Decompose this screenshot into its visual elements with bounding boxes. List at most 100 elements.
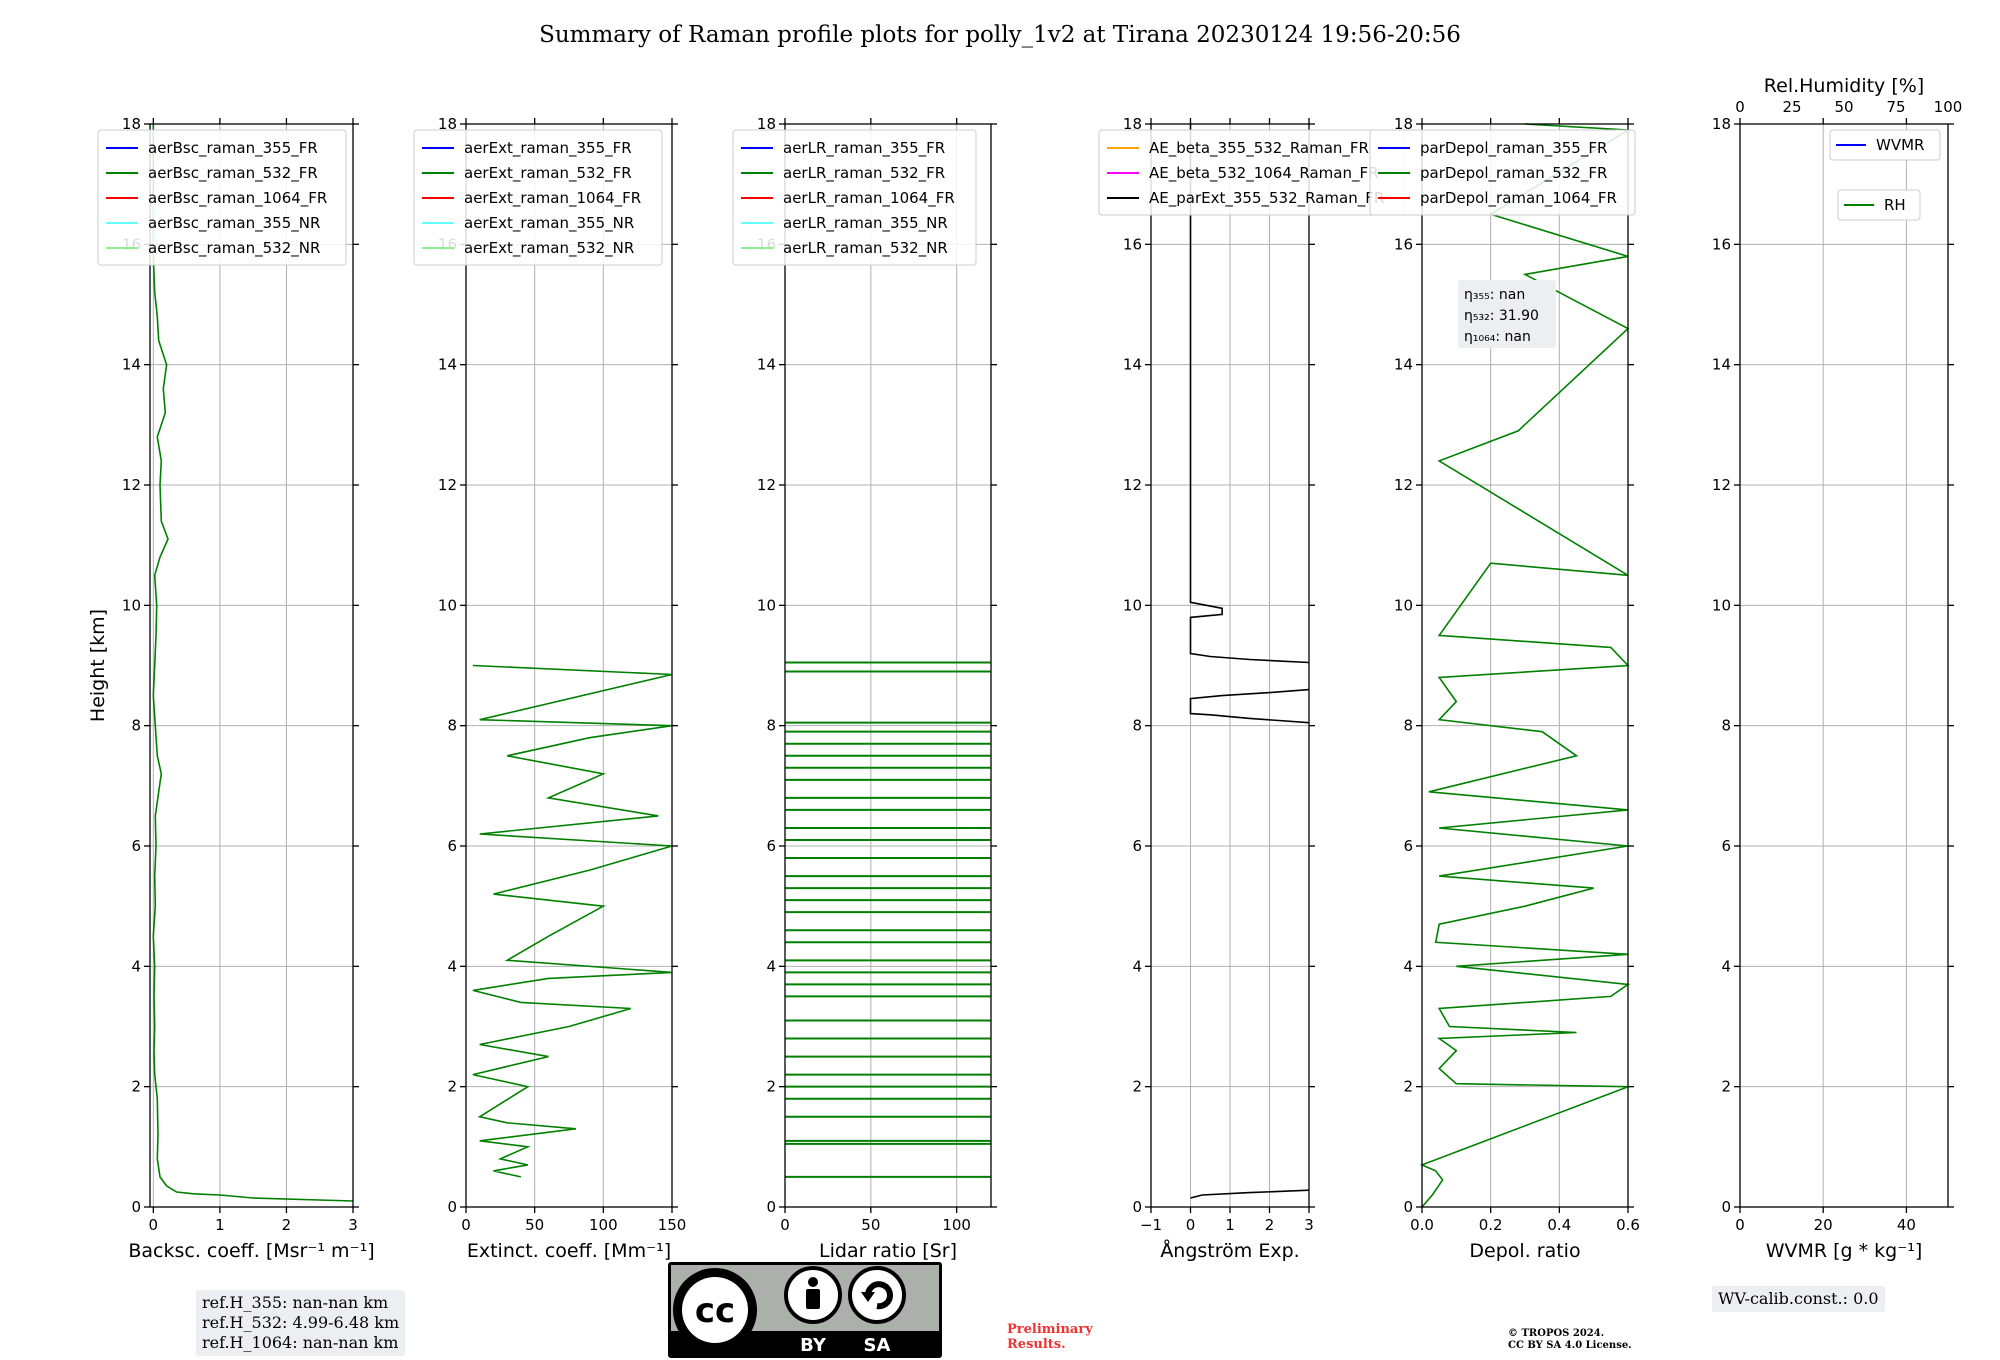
legend-box [1837, 189, 1921, 221]
y-tick-label: 12 [757, 476, 776, 494]
y-tick-label: 10 [1712, 596, 1731, 614]
x-tick-label: 1 [215, 1216, 225, 1234]
copyright-line-1: © TROPOS 2024. [1508, 1328, 1605, 1339]
x-tick-label: 1 [1225, 1216, 1235, 1234]
panel-1: 0246810121416180123Backsc. coeff. [Msr⁻¹… [87, 115, 375, 1262]
y-tick-label: 4 [1721, 957, 1731, 975]
annotation-box [1458, 280, 1556, 348]
legend-label: WVMR [1876, 136, 1924, 154]
annotation-line: η₅₃₂: 31.90 [1464, 308, 1539, 324]
sa-icon-arc [865, 1281, 893, 1310]
sa-label: SA [864, 1335, 891, 1356]
depol-eta-annotation: η₃₅₅: nan η₅₃₂: 31.90 η₁₀₆₄: nan [1458, 280, 1556, 348]
cc-by-sa-badge: cc BY SA [668, 1262, 942, 1358]
axes-frame [784, 123, 992, 1208]
by-icon-body [806, 1289, 820, 1309]
y-tick-label: 4 [447, 957, 457, 975]
refh-532: ref.H_532: 4.99-6.48 km [202, 1313, 400, 1332]
y-tick-label: 12 [1712, 476, 1731, 494]
y-tick-label: 8 [131, 717, 141, 735]
x-tick-label: 3 [1304, 1216, 1314, 1234]
x-tick-label: 2 [282, 1216, 292, 1234]
legend-label: aerLR_raman_532_FR [783, 164, 945, 183]
x-tick-label: 0 [1735, 1216, 1745, 1234]
legend-label: aerExt_raman_532_NR [464, 239, 634, 258]
series-line-aerBsc_raman_532_FR [152, 124, 354, 1202]
y-tick-label: 18 [1123, 115, 1142, 133]
x-tick-label: 0.4 [1547, 1216, 1571, 1234]
x-axis-label: Backsc. coeff. [Msr⁻¹ m⁻¹] [128, 1240, 374, 1262]
y-tick-label: 12 [122, 476, 141, 494]
y-tick-label: 4 [131, 957, 141, 975]
y-tick-label: 4 [1132, 957, 1142, 975]
preliminary-note: Preliminary Results. [1007, 1322, 1093, 1352]
y-tick-label: 6 [766, 837, 776, 855]
legend-label: aerLR_raman_355_FR [783, 139, 945, 158]
by-icon-head [808, 1277, 818, 1287]
y-tick-label: 2 [131, 1078, 141, 1096]
y-tick-label: 6 [1721, 837, 1731, 855]
x-tick-label: 0 [461, 1216, 471, 1234]
y-tick-label: 0 [447, 1198, 457, 1216]
y-tick-label: 0 [1132, 1198, 1142, 1216]
y-tick-label: 8 [1132, 717, 1142, 735]
legend-label: AE_beta_532_1064_Raman_FR [1149, 164, 1379, 183]
y-tick-label: 18 [438, 115, 457, 133]
x-tick-label: 20 [1814, 1216, 1833, 1234]
by-label: BY [800, 1335, 827, 1356]
x-axis-label: Extinct. coeff. [Mm⁻¹] [467, 1240, 671, 1262]
refh-1064: ref.H_1064: nan-nan km [202, 1333, 399, 1352]
y-tick-label: 16 [1394, 235, 1413, 253]
series-line-AE_parExt_355_532_Raman_FR [1189, 124, 1310, 1199]
y-tick-label: 2 [766, 1078, 776, 1096]
legend-box [413, 129, 663, 266]
y-tick-label: 2 [1403, 1078, 1413, 1096]
legend-box [97, 129, 347, 266]
panel-3: 024681012141618050100Lidar ratio [Sr]aer… [732, 115, 997, 1262]
y-tick-label: 14 [1712, 356, 1731, 374]
y-tick-label: 10 [122, 596, 141, 614]
legend-label: parDepol_raman_355_FR [1420, 139, 1607, 158]
wv-calib-box: WV-calib.const.: 0.0 [1712, 1286, 1885, 1312]
legend-label: aerBsc_raman_532_NR [148, 239, 320, 258]
y-tick-label: 14 [122, 356, 141, 374]
panel-2: 024681012141618050100150Extinct. coeff. … [413, 115, 687, 1262]
cc-logo-text: cc [695, 1291, 735, 1331]
legend-label: aerLR_raman_1064_FR [783, 189, 955, 208]
x-tick-label: −1 [1140, 1216, 1162, 1234]
legend-label: aerLR_raman_532_NR [783, 239, 948, 258]
y-tick-label: 18 [1712, 115, 1731, 133]
legend-label: aerBsc_raman_1064_FR [148, 189, 327, 208]
axes-frame [1421, 123, 1629, 1208]
y-tick-label: 12 [438, 476, 457, 494]
legend-label: parDepol_raman_1064_FR [1420, 189, 1617, 208]
series-line-aerExt_raman_532_FR [472, 664, 673, 1178]
y-tick-label: 2 [447, 1078, 457, 1096]
axes-frame [149, 123, 354, 1208]
reference-height-box: ref.H_355: nan-nan km ref.H_532: 4.99-6.… [196, 1290, 406, 1356]
x-tick-label: 150 [658, 1216, 687, 1234]
preliminary-line-1: Preliminary [1007, 1322, 1093, 1337]
chart-title: Summary of Raman profile plots for polly… [539, 22, 1461, 48]
legend: parDepol_raman_355_FR parDepol_raman_532_… [1369, 129, 1636, 216]
y-tick-label: 16 [1123, 235, 1142, 253]
legend-label: RH [1884, 196, 1906, 214]
x-tick-label: 0.0 [1410, 1216, 1434, 1234]
axes-frame [1739, 123, 1949, 1208]
x-tick-label: 0.6 [1616, 1216, 1640, 1234]
top-x-tick-label: 0 [1735, 98, 1745, 116]
y-tick-label: 2 [1132, 1078, 1142, 1096]
legend-label: AE_beta_355_532_Raman_FR [1149, 139, 1369, 158]
y-tick-label: 10 [757, 596, 776, 614]
y-tick-label: 18 [122, 115, 141, 133]
legend: WVMR RH [1829, 129, 1941, 221]
y-tick-label: 12 [1394, 476, 1413, 494]
legend: AE_beta_355_532_Raman_FR AE_beta_532_1064… [1098, 129, 1405, 216]
legend-label: aerBsc_raman_532_FR [148, 164, 318, 183]
cc-logo-inner [682, 1277, 748, 1343]
axes-frame [465, 123, 673, 1208]
y-tick-label: 14 [1123, 356, 1142, 374]
legend-box [1829, 129, 1941, 161]
panel-5: 0 2 4 6 8 10 12 14 16 18 0.0 0.2 0.4 0.6 Depol. ratio p… [1369, 115, 1640, 1262]
